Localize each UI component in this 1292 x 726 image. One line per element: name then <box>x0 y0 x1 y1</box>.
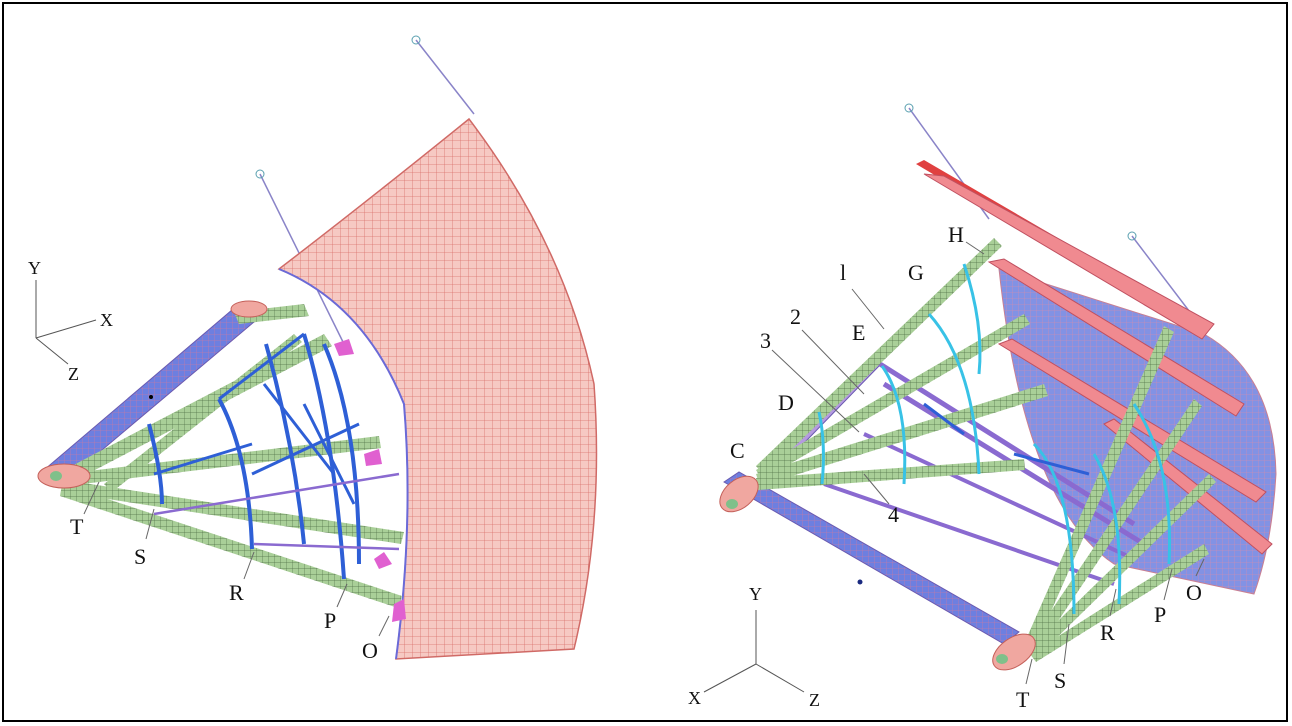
figure-svg: Y X Z T S R P O <box>28 35 1277 712</box>
right-axis-z: Z <box>809 690 820 710</box>
right-axis-triad: Y X Z <box>688 584 820 710</box>
right-label-o: O <box>1186 580 1202 605</box>
right-label-c: C <box>730 438 745 463</box>
right-label-p: P <box>1154 602 1166 627</box>
left-axis-y: Y <box>28 258 41 278</box>
right-axis-y: Y <box>749 584 762 604</box>
right-label-4: 4 <box>888 502 899 527</box>
right-label-2: 2 <box>790 304 801 329</box>
right-axis-x: X <box>688 688 701 708</box>
right-label-r: R <box>1100 620 1115 645</box>
left-label-r: R <box>229 580 244 605</box>
right-label-3: 3 <box>760 328 771 353</box>
right-label-d: D <box>778 390 794 415</box>
left-label-t: T <box>70 514 84 539</box>
left-label-o: O <box>362 638 378 663</box>
right-label-h: H <box>948 222 964 247</box>
left-axis-z: Z <box>68 364 79 384</box>
left-structure <box>37 35 598 660</box>
left-labels: T S R P O <box>70 481 390 663</box>
right-label-1: l <box>840 260 846 285</box>
left-axis-x: X <box>100 310 113 330</box>
right-label-s: S <box>1054 668 1066 693</box>
left-label-p: P <box>324 608 336 633</box>
right-label-t: T <box>1016 687 1030 712</box>
right-label-g: G <box>908 260 924 285</box>
right-label-e: E <box>852 320 865 345</box>
right-skin-panel <box>998 268 1277 595</box>
left-label-s: S <box>134 544 146 569</box>
right-structure <box>719 103 1277 671</box>
left-axis-triad: Y X Z <box>28 258 113 384</box>
right-labels: H G E D C l 2 3 4 T S R P O <box>730 222 1205 712</box>
